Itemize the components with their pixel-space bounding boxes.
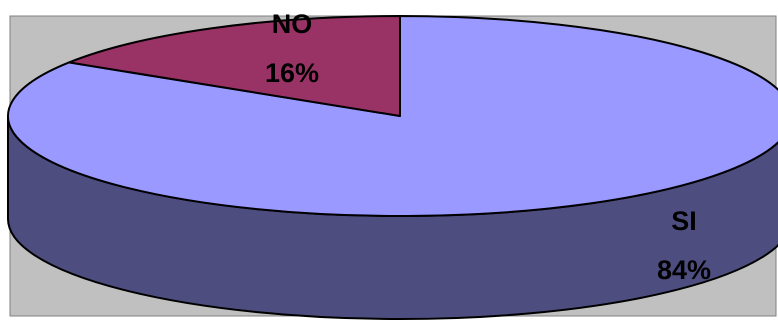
slice-value-no: 16% <box>265 58 319 88</box>
slice-value-si: 84% <box>657 255 711 285</box>
pie-slice-no <box>68 15 401 117</box>
pie-labels: SI 84% NO 16% <box>265 9 711 285</box>
pie-tops <box>7 15 778 217</box>
pie-slice-si <box>7 15 778 217</box>
slice-label-si: SI <box>671 206 697 236</box>
slice-label-no: NO <box>272 9 313 39</box>
